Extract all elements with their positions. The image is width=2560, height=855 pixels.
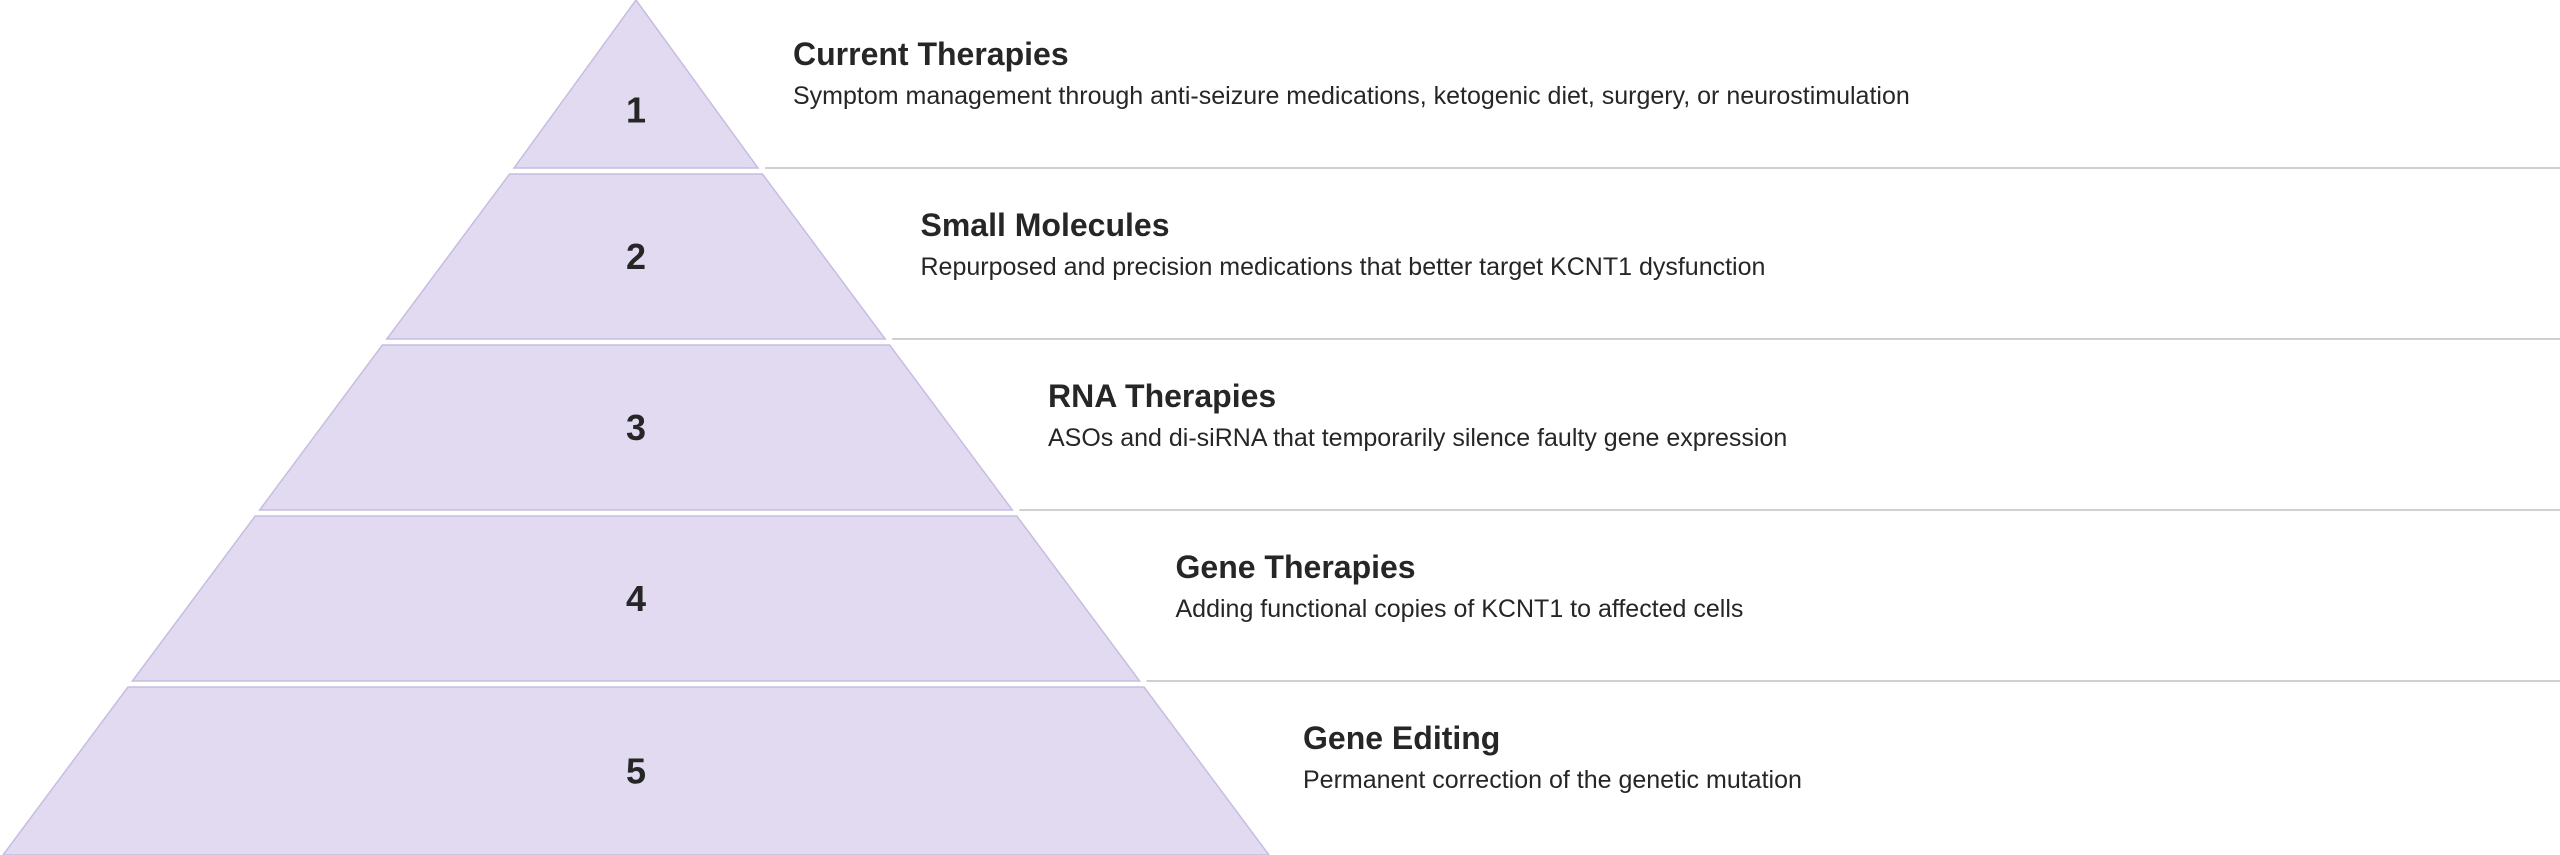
- tier-2-shape: [385, 173, 887, 340]
- tier-5-number: 5: [626, 751, 646, 792]
- tier-4-text: Gene Therapies Adding functional copies …: [1176, 547, 1744, 625]
- tier-1-shape: [512, 0, 760, 169]
- tier-3-shape: [258, 344, 1014, 511]
- tier-5-description: Permanent correction of the genetic muta…: [1303, 766, 1802, 794]
- tier-1-title: Current Therapies: [793, 36, 1069, 72]
- tier-2-title: Small Molecules: [920, 207, 1170, 243]
- tier-5-shape: [2, 686, 1270, 855]
- tier-3-text: RNA Therapies ASOs and di-siRNA that tem…: [1048, 376, 1787, 454]
- tier-2-number: 2: [626, 236, 646, 277]
- tier-4-shape: [130, 515, 1142, 682]
- tier-4-title: Gene Therapies: [1175, 549, 1416, 585]
- tier-4-number: 4: [626, 578, 646, 619]
- tier-2-text: Small Molecules Repurposed and precision…: [921, 205, 1766, 283]
- tier-3-description: ASOs and di-siRNA that temporarily silen…: [1048, 424, 1788, 452]
- tier-4-description: Adding functional copies of KCNT1 to aff…: [1175, 595, 1744, 623]
- tier-1-number: 1: [626, 90, 646, 131]
- tier-3-number: 3: [626, 407, 646, 448]
- tier-2-description: Repurposed and precision medications tha…: [920, 253, 1766, 281]
- tier-5-title: Gene Editing: [1303, 720, 1501, 756]
- tier-1-description: Symptom management through anti-seizure …: [793, 82, 1910, 110]
- tier-1-text: Current Therapies Symptom management thr…: [793, 34, 1910, 112]
- tier-5-text: Gene Editing Permanent correction of the…: [1303, 718, 1802, 796]
- tier-3-title: RNA Therapies: [1048, 378, 1277, 414]
